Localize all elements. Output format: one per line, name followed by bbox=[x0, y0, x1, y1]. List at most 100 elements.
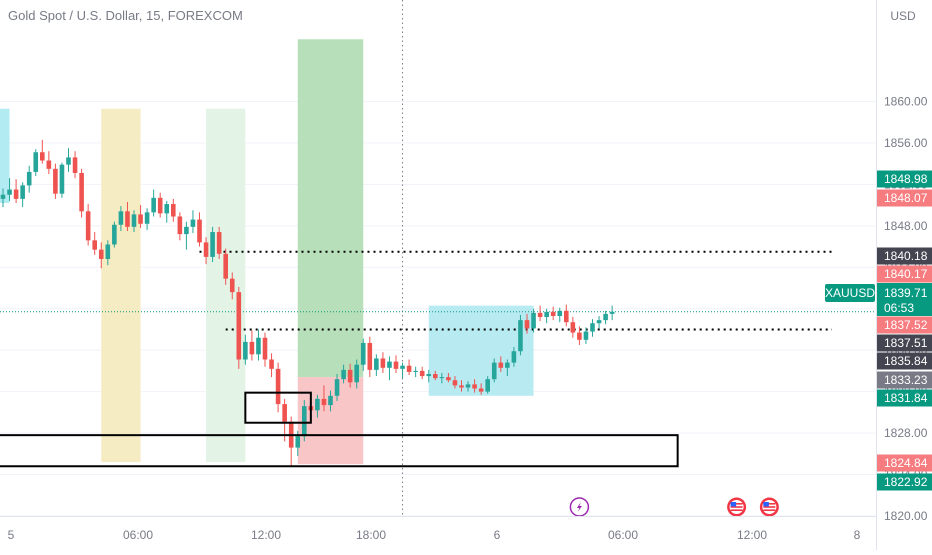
candle-body[interactable] bbox=[151, 197, 156, 213]
candle-body[interactable] bbox=[439, 377, 445, 379]
candle-body[interactable] bbox=[105, 244, 111, 259]
candle-body[interactable] bbox=[0, 194, 6, 199]
candle-body[interactable] bbox=[20, 185, 25, 199]
candle-body[interactable] bbox=[33, 152, 39, 172]
candle-body[interactable] bbox=[98, 249, 104, 259]
candle-body[interactable] bbox=[229, 278, 235, 293]
candle-body[interactable] bbox=[262, 337, 268, 360]
candle-body[interactable] bbox=[511, 351, 517, 363]
candle-body[interactable] bbox=[249, 341, 255, 355]
candle-body[interactable] bbox=[347, 369, 353, 383]
candle-body[interactable] bbox=[328, 395, 333, 406]
price-tag[interactable] bbox=[877, 265, 932, 283]
candle-body[interactable] bbox=[544, 311, 549, 318]
price-tag[interactable] bbox=[877, 189, 932, 207]
candle-body[interactable] bbox=[491, 362, 497, 380]
candle-body[interactable] bbox=[197, 219, 202, 243]
price-tag[interactable] bbox=[877, 316, 932, 334]
candle-body[interactable] bbox=[387, 361, 392, 368]
candle-body[interactable] bbox=[92, 240, 97, 250]
price-tag[interactable] bbox=[877, 352, 932, 370]
candle-body[interactable] bbox=[295, 436, 301, 448]
candle-body[interactable] bbox=[478, 388, 484, 392]
zone-cyan[interactable] bbox=[428, 305, 534, 396]
candle-body[interactable] bbox=[216, 232, 222, 254]
candle-body[interactable] bbox=[564, 310, 569, 323]
candle-body[interactable] bbox=[341, 369, 346, 380]
zone-green[interactable] bbox=[297, 39, 364, 378]
price-tag[interactable] bbox=[877, 170, 932, 188]
candle-body[interactable] bbox=[531, 312, 536, 329]
price-tag[interactable] bbox=[877, 247, 932, 265]
candle-body[interactable] bbox=[53, 168, 58, 194]
drawing-wide-box[interactable] bbox=[0, 434, 679, 468]
candle-body[interactable] bbox=[609, 311, 615, 314]
candle-body[interactable] bbox=[570, 322, 576, 333]
price-tag[interactable] bbox=[877, 473, 932, 491]
candle-body[interactable] bbox=[465, 384, 471, 388]
zone-yellow[interactable] bbox=[101, 108, 141, 463]
price-tag[interactable] bbox=[877, 371, 932, 389]
candle-body[interactable] bbox=[125, 211, 130, 227]
candle-body[interactable] bbox=[236, 292, 242, 360]
candle-body[interactable] bbox=[603, 313, 608, 321]
candle-body[interactable] bbox=[256, 337, 261, 355]
candle-body[interactable] bbox=[138, 214, 143, 224]
candle-body[interactable] bbox=[243, 341, 248, 360]
zone-green-light[interactable] bbox=[206, 108, 246, 463]
candle-body[interactable] bbox=[360, 342, 366, 365]
candle-body[interactable] bbox=[596, 320, 602, 324]
candle-body[interactable] bbox=[557, 310, 563, 316]
candle-body[interactable] bbox=[282, 404, 287, 422]
candle-body[interactable] bbox=[144, 212, 150, 224]
price-tag[interactable] bbox=[877, 389, 932, 407]
candle-body[interactable] bbox=[537, 312, 543, 318]
candle-body[interactable] bbox=[472, 384, 477, 389]
candle-body[interactable] bbox=[7, 189, 12, 195]
candle-body[interactable] bbox=[79, 172, 84, 212]
candle-body[interactable] bbox=[380, 358, 386, 368]
candle-body[interactable] bbox=[203, 242, 209, 257]
candle-body[interactable] bbox=[131, 214, 137, 227]
candle-body[interactable] bbox=[315, 398, 320, 411]
candle-body[interactable] bbox=[66, 157, 71, 165]
candle-body[interactable] bbox=[59, 164, 65, 194]
drawing-small-box[interactable] bbox=[244, 391, 312, 424]
candle-body[interactable] bbox=[40, 152, 45, 161]
candle-body[interactable] bbox=[46, 160, 52, 169]
candle-body[interactable] bbox=[354, 364, 359, 383]
candle-body[interactable] bbox=[433, 374, 438, 379]
price-tag[interactable] bbox=[877, 334, 932, 352]
candle-body[interactable] bbox=[419, 370, 425, 377]
candle-body[interactable] bbox=[13, 189, 19, 199]
candle-body[interactable] bbox=[171, 204, 176, 217]
candle-body[interactable] bbox=[446, 377, 451, 381]
candle-body[interactable] bbox=[72, 157, 78, 173]
candle-body[interactable] bbox=[524, 320, 530, 329]
candle-body[interactable] bbox=[26, 171, 32, 186]
candle-body[interactable] bbox=[590, 323, 595, 332]
candle-body[interactable] bbox=[577, 332, 582, 340]
candle-body[interactable] bbox=[505, 362, 510, 368]
candle-body[interactable] bbox=[518, 320, 523, 352]
candle-body[interactable] bbox=[164, 204, 170, 214]
symbol-tag[interactable] bbox=[825, 284, 875, 302]
candle-body[interactable] bbox=[210, 232, 215, 257]
candle-body[interactable] bbox=[374, 358, 379, 370]
candle-body[interactable] bbox=[118, 211, 124, 225]
plot-area[interactable] bbox=[0, 0, 876, 516]
candle-body[interactable] bbox=[550, 311, 556, 316]
candle-body[interactable] bbox=[321, 398, 327, 406]
candle-body[interactable] bbox=[413, 370, 418, 372]
candle-body[interactable] bbox=[426, 374, 432, 377]
candle-body[interactable] bbox=[190, 219, 196, 227]
candle-body[interactable] bbox=[583, 331, 589, 340]
candle-body[interactable] bbox=[184, 226, 189, 235]
candle-body[interactable] bbox=[400, 365, 405, 369]
candle-body[interactable] bbox=[157, 197, 163, 214]
zone-cyan-left[interactable] bbox=[0, 108, 10, 204]
candle-body[interactable] bbox=[498, 362, 504, 368]
candle-body[interactable] bbox=[302, 406, 307, 437]
price-tag[interactable] bbox=[877, 454, 932, 472]
